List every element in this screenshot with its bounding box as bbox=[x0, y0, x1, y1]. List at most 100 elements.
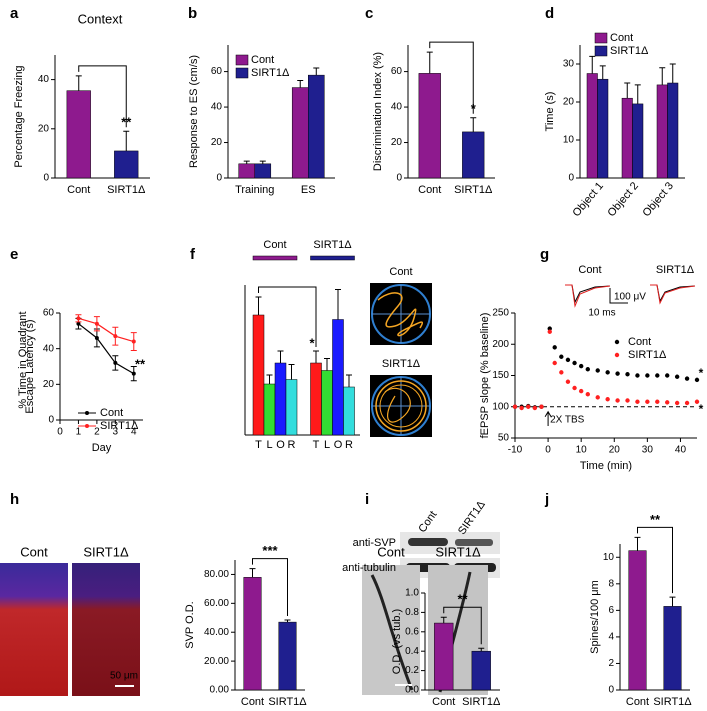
y-tick-label: 50 bbox=[498, 433, 510, 444]
data-point bbox=[559, 354, 564, 359]
data-point bbox=[519, 405, 524, 411]
legend-swatch bbox=[594, 32, 608, 44]
bar bbox=[434, 622, 454, 691]
bar bbox=[252, 314, 265, 436]
x-tick-label: T bbox=[255, 439, 262, 451]
y-tick-label: 6 bbox=[608, 605, 614, 616]
data-point bbox=[552, 345, 557, 350]
error-bar bbox=[297, 79, 304, 88]
bar bbox=[238, 163, 255, 179]
legend-label: SIRT1Δ bbox=[628, 349, 667, 361]
error-bar bbox=[112, 362, 119, 371]
image-label: Cont bbox=[377, 544, 405, 559]
x-tick-label: L bbox=[266, 439, 272, 451]
bar bbox=[278, 621, 297, 691]
significance: ** bbox=[650, 512, 661, 527]
significance-bracket bbox=[258, 286, 317, 347]
data-point bbox=[572, 385, 577, 391]
bar bbox=[418, 73, 441, 179]
image-label: SIRT1Δ bbox=[435, 544, 481, 559]
error-bar bbox=[426, 51, 433, 74]
error-bar bbox=[589, 55, 596, 74]
error-bar bbox=[130, 373, 137, 382]
legend-swatch bbox=[235, 67, 249, 79]
error-bar bbox=[259, 160, 266, 164]
x-tick-label: 4 bbox=[131, 427, 137, 438]
error-bar bbox=[75, 75, 82, 91]
x-tick-label: 0 bbox=[57, 427, 63, 438]
legend-marker bbox=[614, 339, 620, 345]
maze-label: Cont bbox=[389, 266, 412, 278]
bar bbox=[308, 74, 325, 179]
x-tick-label: Object 1 bbox=[570, 180, 606, 219]
y-axis-label: fEPSP slope (% baseline) bbox=[479, 313, 491, 439]
data-point bbox=[526, 404, 531, 409]
y-tick-label: 0.6 bbox=[405, 626, 419, 637]
error-bar bbox=[130, 332, 137, 342]
data-point bbox=[547, 326, 552, 331]
panel-letter: a bbox=[10, 5, 19, 22]
y-tick-label: 4 bbox=[608, 632, 614, 643]
x-tick-label: 40 bbox=[675, 445, 687, 456]
x-tick-label: -10 bbox=[508, 445, 523, 456]
data-point bbox=[665, 373, 670, 378]
scale-label: 100 μV bbox=[614, 292, 646, 303]
panel-letter: j bbox=[544, 491, 549, 508]
error-bar bbox=[130, 366, 137, 374]
significance: ** bbox=[135, 356, 146, 371]
data-point bbox=[684, 400, 690, 406]
y-tick-label: 40 bbox=[38, 74, 50, 85]
x-tick-label: Training bbox=[235, 184, 274, 196]
x-tick-label: Cont bbox=[626, 696, 649, 708]
y-tick-label: 0 bbox=[48, 415, 54, 426]
significance: ** bbox=[457, 592, 468, 607]
legend-swatch bbox=[594, 45, 608, 57]
data-point bbox=[694, 399, 700, 404]
chart-title: Context bbox=[78, 11, 123, 26]
panel-letter: e bbox=[10, 246, 18, 263]
x-tick-label: Object 3 bbox=[640, 180, 676, 219]
error-bar bbox=[93, 323, 100, 332]
group-bar bbox=[310, 255, 355, 261]
x-tick-label: Cont bbox=[432, 696, 455, 708]
y-axis-label: Time (s) bbox=[544, 92, 556, 132]
y-tick-label: 0.4 bbox=[405, 646, 419, 657]
data-point bbox=[655, 399, 660, 404]
legend-label: Cont bbox=[100, 407, 123, 419]
y-tick-label: 2 bbox=[608, 658, 614, 669]
bar bbox=[274, 362, 287, 436]
data-point bbox=[595, 395, 600, 400]
x-tick-label: Cont bbox=[418, 184, 441, 196]
series-line bbox=[78, 323, 135, 375]
data-point bbox=[532, 405, 538, 411]
panel-letter: h bbox=[10, 491, 19, 508]
bar bbox=[263, 383, 276, 436]
x-tick-label: SIRT1Δ bbox=[107, 184, 146, 196]
y-tick-label: 60.00 bbox=[204, 598, 229, 609]
bar bbox=[254, 163, 272, 179]
lane-label: SIRT1Δ bbox=[456, 498, 488, 537]
data-point bbox=[585, 367, 590, 372]
y-tick-label: 60 bbox=[211, 66, 223, 77]
panel-letter: c bbox=[365, 5, 373, 22]
x-tick-label: 30 bbox=[642, 445, 654, 456]
legend-marker bbox=[85, 424, 89, 428]
y-axis-label: Escape Latency (s) bbox=[24, 319, 36, 413]
data-point bbox=[605, 397, 610, 402]
y-tick-label: 0.2 bbox=[405, 665, 419, 676]
y-tick-label: 60 bbox=[391, 66, 403, 77]
y-tick-label: 150 bbox=[492, 370, 509, 381]
error-bar bbox=[93, 316, 100, 324]
x-tick-label: 3 bbox=[113, 427, 119, 438]
legend-swatch bbox=[235, 54, 249, 66]
blot-label: anti-SVP bbox=[353, 537, 396, 549]
x-tick-label: O bbox=[276, 439, 285, 451]
x-tick-label: ES bbox=[301, 184, 316, 196]
error-bar bbox=[75, 318, 82, 323]
x-tick-label: 20 bbox=[609, 445, 621, 456]
bar bbox=[667, 82, 679, 179]
significance: * bbox=[699, 366, 704, 380]
error-bar bbox=[440, 616, 447, 624]
data-point bbox=[625, 372, 630, 377]
error-bar bbox=[130, 341, 137, 351]
